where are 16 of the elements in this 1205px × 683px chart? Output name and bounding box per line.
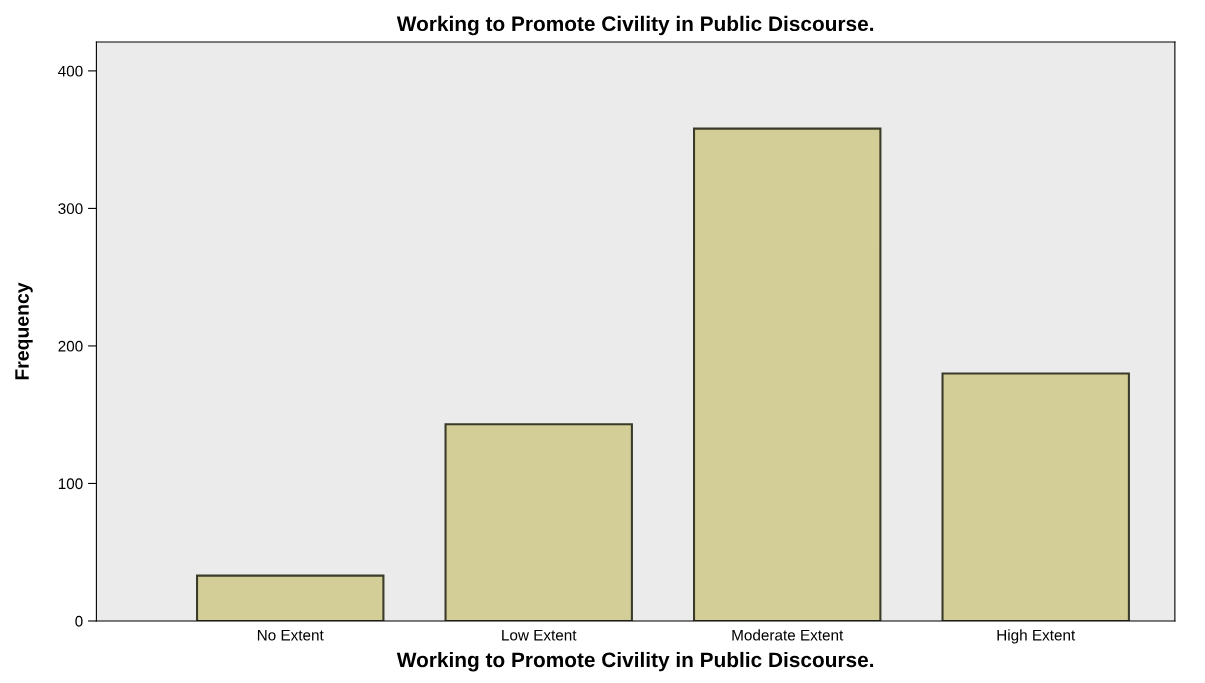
x-tick-label: High Extent [997,629,1076,644]
bar [692,127,882,621]
y-tick-label: 100 [58,478,83,490]
x-tick-label: No Extent [257,629,324,641]
x-axis-title: Working to Promote Civility in Public Discourse. [396,651,874,672]
y-tick-label: 0 [75,615,83,627]
y-tick-label: 200 [58,340,83,352]
bar [941,372,1130,621]
y-tick-label: 400 [58,65,83,77]
chart-title: Working to Promote Civility in Public Discourse. [396,15,874,36]
x-tick-label: Low Extent [502,629,577,641]
x-tick-label: Moderate Extent [732,629,844,641]
bar [444,423,633,621]
y-tick-label: 300 [58,203,83,215]
bar [196,574,385,621]
y-axis-title: Frequency [15,282,33,380]
